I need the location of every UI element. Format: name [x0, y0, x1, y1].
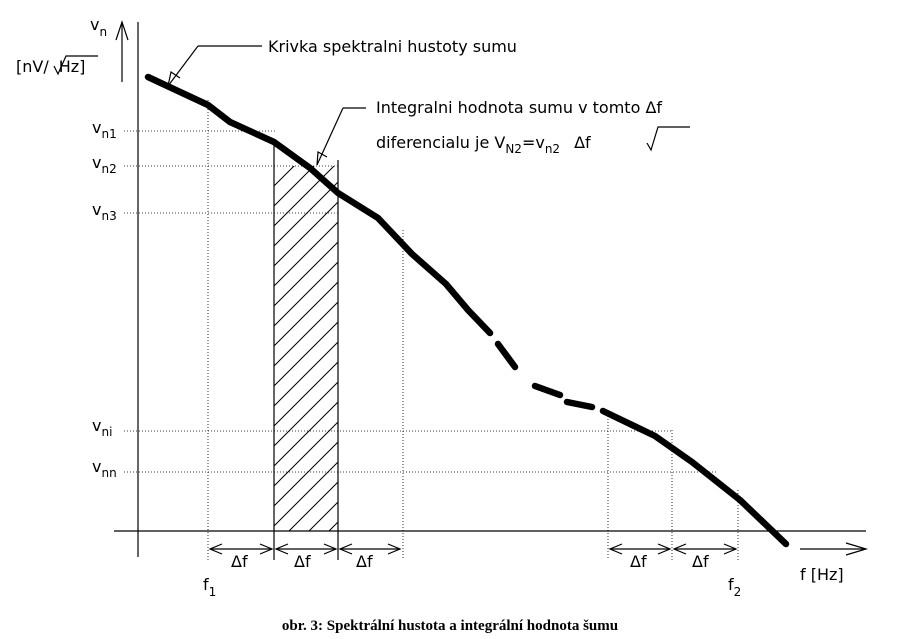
- y-axis-arrow-head: [115, 20, 129, 41]
- figure-caption: obr. 3: Spektrální hustota a integrální …: [282, 618, 618, 634]
- delta-f-label: Δf: [630, 552, 647, 571]
- integral-label-line2: diferencialu je VN2=vn2 Δf: [376, 133, 591, 156]
- delta-f-label: Δf: [231, 552, 248, 571]
- interval-arrow: [608, 543, 672, 555]
- delta-f-label: Δf: [294, 552, 311, 571]
- spectral-density-curve: [144, 73, 494, 337]
- curve-label: Krivka spektralni hustoty sumu: [268, 37, 517, 56]
- integral-label-leader: [316, 107, 344, 166]
- spectral-density-curve-end: [599, 407, 790, 548]
- spectral-density-curve-dash: [494, 340, 519, 371]
- delta-f-label: Δf: [356, 552, 373, 571]
- hatched-integral-strip: [274, 166, 338, 531]
- interval-arrow: [338, 543, 402, 555]
- y-tick-label: vn3: [92, 200, 117, 223]
- spectral-density-curve-dash: [531, 382, 564, 399]
- interval-arrow: [208, 543, 274, 555]
- sqrt-sign: [53, 55, 98, 76]
- y-tick-label: vn2: [92, 153, 117, 176]
- f2-marker: f2: [728, 575, 741, 599]
- curve-label-leader: [167, 45, 199, 87]
- sqrt-sign: [646, 126, 690, 152]
- interval-arrow: [274, 543, 338, 555]
- x-axis-label: f [Hz]: [800, 565, 844, 584]
- integral-label-arrowhead: [316, 151, 328, 166]
- y-axis-symbol: vn: [90, 15, 107, 39]
- interval-arrow: [672, 543, 738, 555]
- y-tick-label: vn1: [92, 118, 117, 141]
- curve-label-arrowhead: [167, 71, 181, 87]
- y-axis-unit: [nV/Hz]: [16, 57, 85, 76]
- x-axis-arrow-head: [845, 542, 869, 556]
- delta-f-label: Δf: [692, 552, 709, 571]
- spectral-density-curve-dash: [563, 398, 596, 411]
- f1-marker: f1: [203, 575, 216, 599]
- y-tick-label: vnn: [92, 457, 117, 480]
- integral-label-line1: Integralni hodnota sumu v tomto Δf: [376, 98, 662, 117]
- y-tick-label: vni: [92, 416, 112, 439]
